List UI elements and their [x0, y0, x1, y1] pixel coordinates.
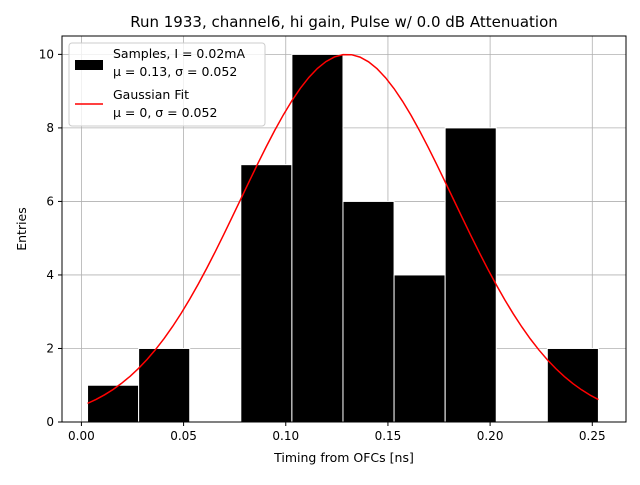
legend-box [68, 42, 266, 127]
histogram-bar-6 [393, 274, 446, 423]
x-tick-label-5: 0.25 [579, 429, 606, 443]
legend-label-histogram: Samples, I = 0.02mA [113, 46, 245, 61]
x-tick-label-2: 0.10 [272, 429, 299, 443]
axis-ticks: 0.00 0.05 0.10 0.15 0.20 0.25 0 2 4 6 8 10 [39, 47, 606, 443]
legend-stats-fit: μ = 0, σ = 0.052 [113, 105, 217, 120]
y-tick-label-4: 8 [46, 121, 54, 135]
gaussian-fit-line [87, 53, 599, 405]
histogram-bars [87, 53, 599, 423]
axes-frame [61, 35, 627, 423]
y-tick-label-3: 6 [46, 194, 54, 208]
chart-title: Run 1933, channel6, hi gain, Pulse w/ 0.… [130, 13, 558, 31]
legend-swatch-histogram [75, 60, 103, 70]
y-tick-label-5: 10 [39, 47, 54, 61]
histogram-bar-1 [138, 347, 191, 423]
legend-label-fit: Gaussian Fit [113, 87, 189, 102]
y-tick-label-1: 2 [46, 341, 54, 355]
histogram-bar-4 [291, 53, 344, 423]
x-axis-label: Timing from OFCs [ns] [273, 450, 414, 465]
y-tick-label-2: 4 [46, 268, 54, 282]
histogram-bar-0 [87, 384, 140, 423]
gaussian-fit-curve [87, 53, 599, 405]
histogram-bar-9 [546, 347, 599, 423]
y-tick-label-0: 0 [46, 415, 54, 429]
axes-border [61, 35, 627, 423]
histogram-bar-7 [444, 127, 497, 423]
histogram-bar-3 [240, 164, 293, 423]
legend-stats-histogram: μ = 0.13, σ = 0.052 [113, 64, 237, 79]
x-tick-label-0: 0.00 [68, 429, 95, 443]
histogram-bar-5 [342, 200, 395, 423]
y-axis-label: Entries [14, 207, 29, 251]
x-tick-label-4: 0.20 [477, 429, 504, 443]
x-tick-label-3: 0.15 [375, 429, 402, 443]
x-tick-label-1: 0.05 [170, 429, 197, 443]
legend: Samples, I = 0.02mA μ = 0.13, σ = 0.052 … [68, 42, 266, 127]
